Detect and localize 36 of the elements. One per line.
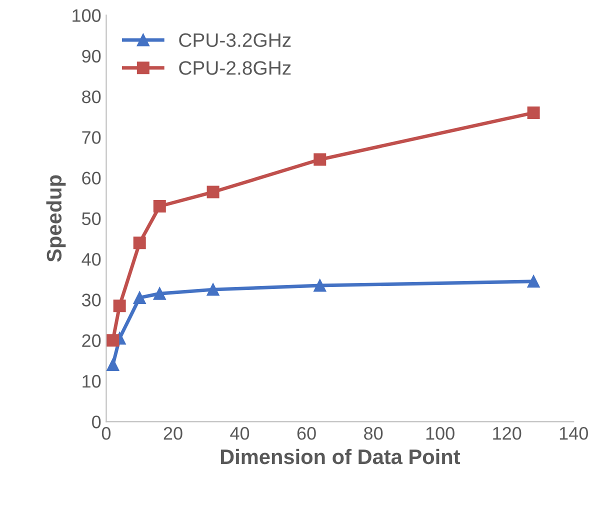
x-tick-label: 20 [164,426,182,440]
point [153,200,166,212]
legend-label: CPU-3.2GHz [179,33,291,48]
x-tick-label: 60 [297,426,316,440]
y-tick-label: 80 [82,90,101,104]
y-tick-label: 70 [82,131,101,144]
point [113,300,126,312]
point [206,283,220,296]
point [153,287,166,300]
y-axis-title: Speedup [46,175,66,262]
y-tick-label: 20 [82,334,101,348]
x-tick-label: 100 [426,426,454,440]
point [106,334,120,347]
y-tick-label: 50 [82,212,101,226]
x-tick-label: 0 [102,426,111,440]
y-tick-label: 0 [92,416,101,428]
y-tick-label: 10 [82,374,101,388]
y-tick-label: 100 [72,9,101,22]
x-axis-title: Dimension of Data Point [220,448,460,464]
y-tick-label: 40 [82,253,101,266]
legend-label: CPU-2.8GHz [179,61,291,75]
point [527,106,540,120]
point [314,153,326,166]
x-tick-label: 140 [560,426,588,440]
point [133,291,146,304]
x-tick-label: 80 [364,426,383,440]
point [133,236,146,250]
point [527,275,540,288]
point [206,186,220,198]
y-tick-label: 60 [82,172,101,185]
y-tick-label: 90 [82,50,101,63]
point [314,279,326,292]
point [106,358,120,371]
x-tick-label: 120 [493,426,522,440]
y-tick-label: 30 [82,294,101,306]
x-tick-label: 40 [230,426,250,440]
